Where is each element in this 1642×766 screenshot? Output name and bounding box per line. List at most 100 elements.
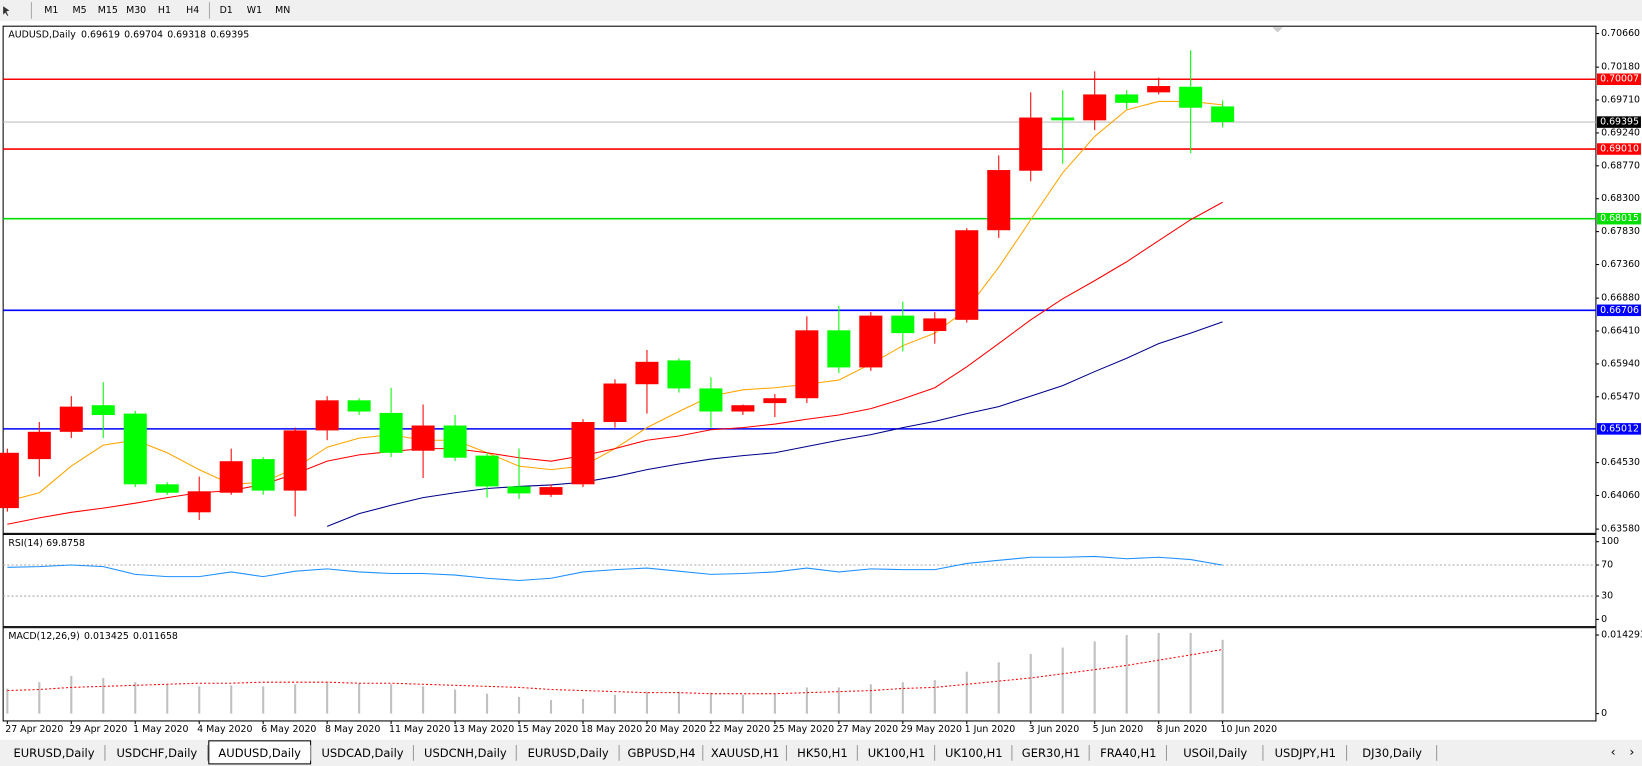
candle-body xyxy=(219,461,243,493)
level-label: 0.66706 xyxy=(1600,305,1639,316)
tab-label[interactable]: AUDUSD,Daily xyxy=(218,746,301,760)
macd-bar xyxy=(198,686,201,714)
tab[interactable] xyxy=(3,742,105,763)
candle-body xyxy=(1115,94,1139,103)
tab[interactable] xyxy=(105,742,208,763)
x-tick-label: 13 May 2020 xyxy=(453,724,514,735)
candle-body xyxy=(1147,86,1171,93)
y-tick-label: 0.68770 xyxy=(1601,160,1640,171)
timeframe-label[interactable]: M5 xyxy=(73,5,87,16)
price-label: 0.69395 xyxy=(1600,117,1639,128)
macd-bar xyxy=(933,680,936,714)
y-tick-label: 0.014293 xyxy=(1601,630,1642,641)
tab-label[interactable]: XAUUSD,H1 xyxy=(711,746,779,760)
candle-body xyxy=(315,400,339,431)
timeframe-label[interactable]: MN xyxy=(275,5,290,16)
tab-label[interactable]: USDCAD,Daily xyxy=(321,746,403,760)
candle-body xyxy=(251,459,275,491)
timeframe-button[interactable] xyxy=(65,1,94,20)
tab[interactable] xyxy=(414,742,517,763)
tab-label[interactable]: UK100,H1 xyxy=(868,746,926,760)
rsi-title: RSI(14) xyxy=(8,537,43,548)
candle-body xyxy=(987,170,1011,231)
candle-body xyxy=(667,360,691,389)
macd-bar xyxy=(901,682,904,714)
tab[interactable] xyxy=(517,742,620,763)
macd-bar xyxy=(1061,647,1064,714)
tab[interactable] xyxy=(1012,742,1090,763)
tab-label[interactable]: DJ30,Daily xyxy=(1362,746,1422,760)
tab-label[interactable]: EURUSD,Daily xyxy=(13,746,94,760)
macd-bar xyxy=(422,686,425,714)
timeframe-button[interactable] xyxy=(179,1,207,20)
x-tick-label: 11 May 2020 xyxy=(389,724,450,735)
tab-scroll-right[interactable]: › xyxy=(1629,744,1634,759)
level-label: 0.65012 xyxy=(1600,423,1639,434)
timeframe-label[interactable]: D1 xyxy=(220,5,233,16)
tab-scroll-left[interactable]: ‹ xyxy=(1611,744,1616,759)
x-tick-label: 29 Apr 2020 xyxy=(69,724,127,735)
tab[interactable] xyxy=(858,742,935,763)
timeframe-label[interactable]: M1 xyxy=(44,5,58,16)
timeframe-button[interactable] xyxy=(212,1,240,20)
macd-bar xyxy=(134,682,137,714)
tab[interactable] xyxy=(1347,742,1437,763)
y-tick-label: 0.64060 xyxy=(1601,490,1640,501)
macd-bar xyxy=(1093,641,1096,714)
tab-label[interactable]: USDCHF,Daily xyxy=(117,746,198,760)
tab-label[interactable]: EURUSD,Daily xyxy=(528,746,609,760)
signal-value: 0.011658 xyxy=(133,631,178,642)
candle-body xyxy=(603,383,627,423)
tab[interactable] xyxy=(1263,742,1347,763)
x-tick-label: 6 May 2020 xyxy=(261,724,316,735)
timeframe-button[interactable] xyxy=(37,1,65,20)
x-tick-label: 27 Apr 2020 xyxy=(5,724,63,735)
level-label-bg xyxy=(1596,304,1641,317)
macd-bar xyxy=(645,691,649,714)
macd-panel xyxy=(2,627,1597,722)
timeframe-button[interactable] xyxy=(240,1,269,20)
macd-bar xyxy=(613,694,617,714)
tab[interactable] xyxy=(620,742,703,763)
timeframe-button[interactable] xyxy=(269,1,297,20)
x-tick-label: 8 Jun 2020 xyxy=(1157,724,1208,735)
timeframe-label[interactable]: W1 xyxy=(247,5,262,16)
timeframe-label[interactable]: M30 xyxy=(126,5,146,16)
tab[interactable] xyxy=(935,742,1012,763)
tab[interactable] xyxy=(787,742,858,763)
candle-body xyxy=(1211,106,1235,123)
candle-body xyxy=(1083,94,1107,121)
macd-bar xyxy=(517,696,521,714)
tab[interactable] xyxy=(703,742,787,763)
main-panel xyxy=(2,25,1597,534)
tab-label[interactable]: HK50,H1 xyxy=(797,746,847,760)
tab-label[interactable]: GBPUSD,H4 xyxy=(627,746,695,760)
timeframe-label[interactable]: H1 xyxy=(158,5,171,16)
tab-label[interactable]: UK100,H1 xyxy=(945,746,1003,760)
timeframe-label[interactable]: H4 xyxy=(186,5,199,16)
moving-average xyxy=(326,321,1223,527)
candle-body xyxy=(507,486,531,494)
tab-label[interactable]: FRA40,H1 xyxy=(1100,746,1156,760)
tab[interactable] xyxy=(1167,742,1263,763)
timeframe-label[interactable]: M15 xyxy=(98,5,118,16)
macd-bar xyxy=(1157,632,1160,714)
tab-label[interactable]: USOil,Daily xyxy=(1183,746,1247,760)
x-tick-label: 29 May 2020 xyxy=(901,724,962,735)
timeframe-button[interactable] xyxy=(122,1,150,20)
candle-body xyxy=(699,388,723,412)
timeframe-button[interactable] xyxy=(94,1,122,20)
candle-body xyxy=(923,318,947,332)
tab[interactable] xyxy=(311,742,414,763)
macd-bar xyxy=(773,693,776,714)
candle-body xyxy=(955,230,979,320)
candle-body xyxy=(187,491,211,513)
tab-label[interactable]: GER30,H1 xyxy=(1022,746,1080,760)
tab-label[interactable]: USDJPY,H1 xyxy=(1275,746,1336,760)
timeframe-button[interactable] xyxy=(150,1,179,20)
y-tick-label: 30 xyxy=(1601,591,1613,602)
tab[interactable] xyxy=(1090,742,1167,763)
tab-label[interactable]: USDCNH,Daily xyxy=(424,746,507,760)
cursor-icon[interactable] xyxy=(3,6,10,16)
